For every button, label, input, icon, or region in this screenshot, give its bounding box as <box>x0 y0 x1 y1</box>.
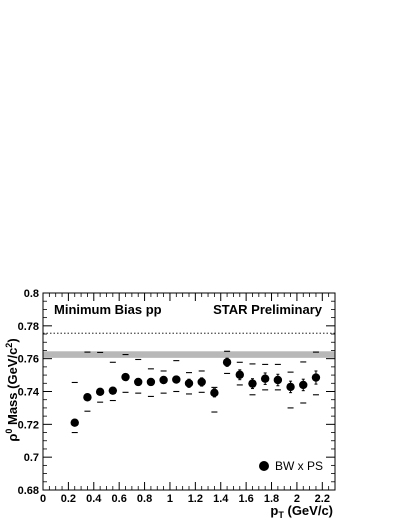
data-point <box>95 387 105 397</box>
legend-marker <box>259 461 269 471</box>
data-point <box>70 418 79 427</box>
data-point <box>311 373 321 382</box>
y-axis-title-rho: ρ <box>5 434 20 442</box>
data-point <box>172 375 181 384</box>
data-point <box>210 388 219 398</box>
legend: BW x PS <box>259 459 323 473</box>
x-tick-label: 1 <box>167 493 173 505</box>
x-tick-label: 0.6 <box>112 493 127 505</box>
y-axis-title-sup0: 0 <box>4 429 14 434</box>
reference-band <box>43 351 335 358</box>
x-tick-label: 0 <box>40 493 46 505</box>
x-tick-label: 0.8 <box>137 493 152 505</box>
reference-layer <box>43 332 335 358</box>
data-point <box>184 379 194 388</box>
data-point <box>108 386 118 395</box>
axis-layer: 0 0.2 0.4 0.6 0.8 1 1.2 1.4 1.6 1.8 2 2.2 0.68 0.7 0.7… <box>18 288 336 505</box>
data-point <box>222 358 232 367</box>
y-tick-label: 0.7 <box>24 452 39 464</box>
data-point <box>235 370 244 379</box>
data-point <box>146 377 156 387</box>
x-tick-label: 2.2 <box>315 493 330 505</box>
legend-label: BW x PS <box>275 459 323 473</box>
y-tick-label: 0.8 <box>24 288 39 300</box>
data-point <box>286 382 295 392</box>
annotation-right: STAR Preliminary <box>213 302 323 317</box>
x-tick-label: 1.4 <box>213 493 229 505</box>
x-tick-label: 1.8 <box>264 493 279 505</box>
y-tick-label: 0.78 <box>18 321 39 333</box>
y-tick-label: 0.74 <box>18 387 40 399</box>
x-axis-title: pT (GeV/c) <box>270 503 333 520</box>
data-point <box>121 372 130 382</box>
data-point <box>299 380 308 390</box>
x-tick-label: 2 <box>294 493 300 505</box>
x-tick-label: 0.2 <box>61 493 76 505</box>
x-tick-label: 1.2 <box>188 493 203 505</box>
data-point <box>83 393 92 402</box>
data-point <box>273 375 283 385</box>
x-tick-label: 0.4 <box>86 493 102 505</box>
annotation-left: Minimum Bias pp <box>54 302 162 317</box>
y-tick-label: 0.68 <box>18 485 39 497</box>
y-tick-label: 0.76 <box>18 354 39 366</box>
y-axis-title-sup2: 2 <box>4 343 14 348</box>
x-axis-title-sub: T <box>278 510 284 520</box>
x-axis-title-p: p <box>270 503 278 518</box>
data-point <box>159 375 168 385</box>
y-axis-title-close: ) <box>5 338 20 342</box>
y-tick-label: 0.72 <box>18 419 39 431</box>
data-point <box>248 379 257 388</box>
x-tick-label: 1.6 <box>238 493 253 505</box>
y-axis-title-mid: Mass (GeV/c <box>5 348 20 429</box>
data-point <box>134 377 143 387</box>
data-layer <box>70 350 321 434</box>
x-axis-title-rest: (GeV/c) <box>284 503 333 518</box>
y-axis-title: ρ0 Mass (GeV/c2) <box>4 338 20 441</box>
data-point <box>197 377 206 387</box>
data-point <box>260 374 270 383</box>
